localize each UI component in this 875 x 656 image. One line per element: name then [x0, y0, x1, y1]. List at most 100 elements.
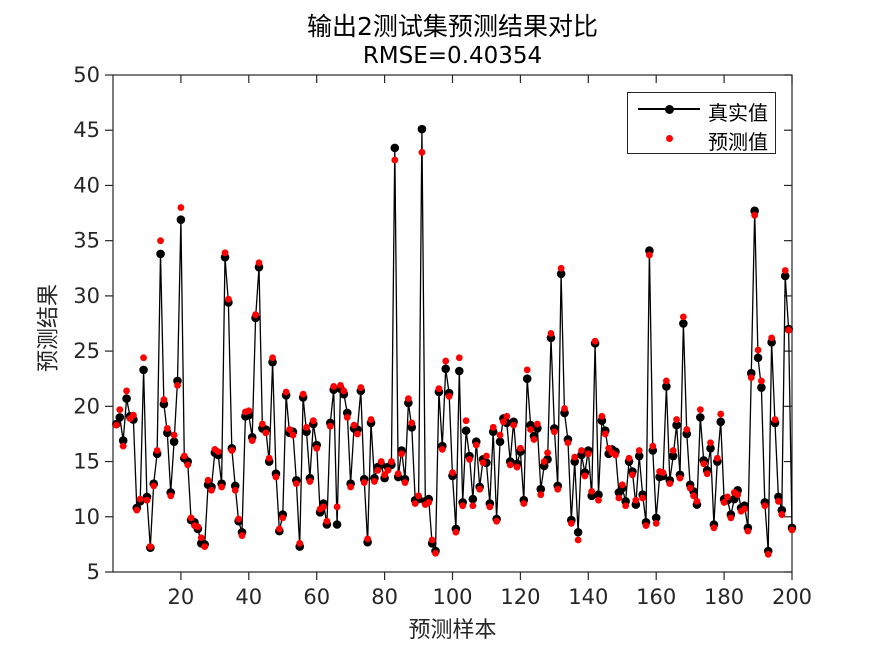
pred-marker	[564, 439, 572, 447]
pred-marker	[255, 259, 263, 267]
true-marker	[662, 382, 671, 391]
true-marker	[169, 437, 179, 446]
pred-marker	[527, 426, 534, 433]
legend-pred-dot-icon	[666, 135, 673, 142]
pred-marker	[140, 354, 147, 362]
pred-marker	[442, 357, 450, 365]
y-tick-label: 35	[73, 229, 100, 253]
pred-marker	[225, 295, 232, 303]
pred-marker	[357, 384, 365, 391]
pred-marker	[306, 478, 314, 485]
pred-marker	[204, 476, 212, 484]
pred-marker	[163, 425, 171, 432]
y-tick-label: 15	[73, 450, 100, 474]
true-marker	[706, 444, 715, 453]
pred-marker	[612, 451, 619, 459]
pred-marker	[584, 450, 592, 458]
x-tick-label: 60	[303, 585, 330, 609]
x-tick-label: 40	[235, 585, 262, 609]
pred-marker	[401, 479, 409, 486]
true-marker	[668, 451, 678, 461]
pred-marker	[452, 528, 460, 536]
pred-marker	[533, 420, 541, 428]
true-marker	[441, 364, 451, 374]
pred-marker	[741, 505, 748, 513]
pred-marker	[649, 442, 657, 450]
pred-marker	[513, 463, 521, 471]
pred-marker	[299, 390, 307, 398]
pred-marker	[428, 536, 436, 544]
pred-marker	[292, 480, 300, 488]
pred-marker	[167, 492, 175, 500]
pred-marker	[713, 454, 721, 462]
pred-marker	[659, 469, 667, 476]
pred-marker	[598, 412, 606, 420]
true-marker	[780, 271, 790, 281]
chart-title: 输出2测试集预测结果对比	[307, 12, 598, 41]
x-tick-label: 140	[568, 585, 608, 609]
pred-marker	[384, 466, 392, 474]
pred-marker	[601, 430, 609, 438]
pred-marker	[418, 148, 426, 156]
pred-marker	[174, 381, 181, 389]
pred-marker	[673, 416, 680, 423]
pred-marker	[374, 466, 382, 474]
pred-marker	[347, 483, 355, 491]
legend-entry-pred: 预测值	[628, 123, 775, 154]
pred-marker	[136, 495, 144, 503]
pred-marker	[408, 419, 416, 427]
y-tick-label: 40	[73, 173, 100, 197]
chart-subtitle-rmse: RMSE=0.40354	[362, 43, 543, 69]
true-marker	[495, 437, 505, 446]
pred-marker	[289, 431, 297, 439]
true-marker	[634, 451, 644, 461]
pred-marker	[425, 499, 433, 506]
pred-marker	[150, 482, 158, 490]
pred-marker	[350, 421, 358, 429]
true-marker	[454, 366, 464, 376]
pred-marker	[778, 511, 786, 518]
pred-marker	[231, 486, 239, 494]
pred-marker	[279, 514, 287, 522]
pred-marker	[469, 502, 477, 510]
pred-marker	[662, 377, 670, 385]
pred-marker	[506, 461, 514, 469]
pred-marker	[160, 396, 168, 404]
pred-marker	[265, 454, 273, 462]
pred-marker	[561, 405, 568, 412]
x-tick-label: 20	[168, 585, 195, 609]
pred-marker	[371, 478, 378, 485]
pred-marker	[479, 459, 487, 467]
legend-true-label: 真实值	[708, 101, 768, 125]
pred-marker	[269, 354, 276, 362]
pred-marker	[364, 535, 372, 543]
pred-marker	[133, 506, 141, 514]
pred-marker	[734, 491, 742, 499]
pred-marker	[330, 383, 338, 390]
pred-marker	[751, 211, 759, 219]
pred-marker	[187, 514, 195, 522]
pred-marker	[309, 417, 317, 425]
y-tick-label: 5	[87, 560, 100, 584]
pred-marker	[574, 536, 582, 544]
legend-pred-sample	[638, 123, 700, 153]
true-marker	[461, 426, 471, 435]
pred-marker	[245, 407, 253, 415]
pred-marker	[500, 418, 507, 426]
pred-marker	[703, 470, 711, 478]
pred-marker	[761, 502, 769, 510]
pred-marker	[537, 491, 545, 499]
pred-marker	[354, 430, 361, 438]
pred-marker	[303, 423, 310, 431]
pred-marker	[696, 406, 704, 414]
true-marker	[417, 124, 427, 134]
pred-marker	[197, 534, 205, 542]
pred-marker	[170, 431, 178, 439]
pred-marker	[208, 486, 215, 494]
x-tick-label: 80	[371, 585, 398, 609]
pred-marker	[337, 381, 344, 389]
pred-marker	[455, 354, 463, 362]
true-marker	[594, 490, 603, 499]
pred-marker	[632, 496, 640, 504]
